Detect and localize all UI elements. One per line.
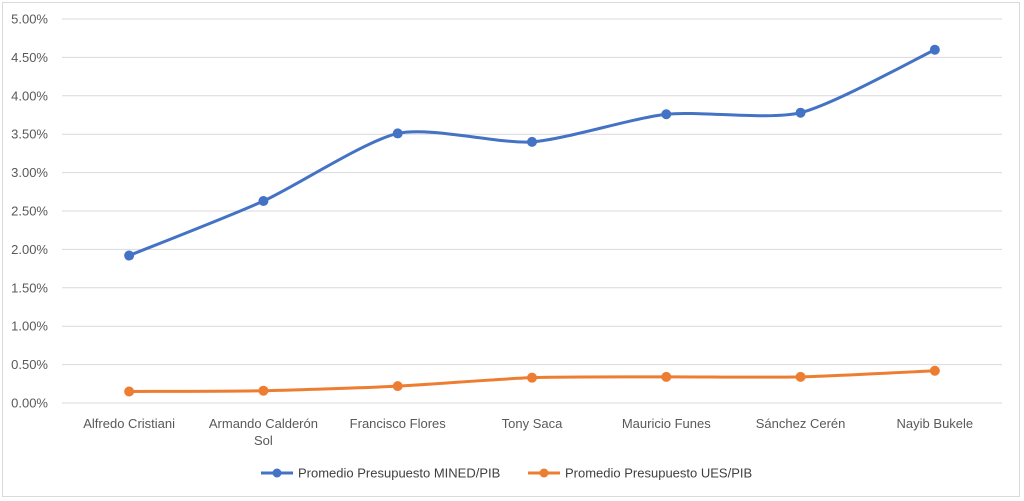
data-point <box>393 382 402 391</box>
y-axis-tick-labels: 0.00% 0.50% 1.00% 1.50% 2.00% 2.50% 3.00% 3.50%… <box>11 12 48 411</box>
x-tick-label: Alfredo Cristiani <box>83 416 175 431</box>
x-tick-label-line: Francisco Flores <box>350 416 447 431</box>
x-tick-label-line: Sol <box>254 433 273 448</box>
legend-marker <box>540 469 549 478</box>
data-point <box>662 372 671 381</box>
data-point <box>662 110 671 119</box>
legend-item: Promedio Presupuesto UES/PIB <box>528 466 752 481</box>
legend-item: Promedio Presupuesto MINED/PIB <box>261 466 500 481</box>
series-line <box>129 50 935 256</box>
legend-label: Promedio Presupuesto UES/PIB <box>565 466 752 481</box>
x-axis-tick-labels: Alfredo Cristiani Armando Calderón Sol Fran… <box>83 416 973 448</box>
data-point <box>930 45 939 54</box>
data-point <box>528 137 537 146</box>
y-tick-label: 2.00% <box>11 242 48 257</box>
x-tick-label-line: Nayib Bukele <box>897 416 974 431</box>
data-point <box>393 129 402 138</box>
y-tick-label: 5.00% <box>11 12 48 27</box>
series-layer <box>125 45 940 396</box>
data-point <box>259 386 268 395</box>
data-point <box>528 373 537 382</box>
legend: Promedio Presupuesto MINED/PIB Promedio P… <box>261 466 752 481</box>
data-point <box>125 251 134 260</box>
y-tick-label: 4.50% <box>11 50 48 65</box>
y-tick-label: 0.50% <box>11 357 48 372</box>
x-tick-label: Armando Calderón Sol <box>209 416 318 448</box>
data-point <box>796 108 805 117</box>
x-tick-label: Tony Saca <box>502 416 563 431</box>
y-tick-label: 3.00% <box>11 165 48 180</box>
data-point <box>259 197 268 206</box>
series-2 <box>125 366 940 396</box>
x-tick-label-line: Sánchez Cerén <box>756 416 846 431</box>
x-tick-label-line: Mauricio Funes <box>622 416 711 431</box>
x-tick-label: Sánchez Cerén <box>756 416 846 431</box>
x-tick-label: Francisco Flores <box>350 416 447 431</box>
x-tick-label-line: Tony Saca <box>502 416 563 431</box>
series-1 <box>125 45 940 260</box>
data-point <box>930 366 939 375</box>
y-tick-label: 1.50% <box>11 280 48 295</box>
legend-marker <box>273 469 282 478</box>
y-tick-label: 4.00% <box>11 88 48 103</box>
x-tick-label: Nayib Bukele <box>897 416 974 431</box>
x-tick-label: Mauricio Funes <box>622 416 711 431</box>
y-tick-label: 1.00% <box>11 319 48 334</box>
data-point <box>125 387 134 396</box>
gridlines <box>62 19 1002 403</box>
y-tick-label: 2.50% <box>11 204 48 219</box>
legend-label: Promedio Presupuesto MINED/PIB <box>298 466 500 481</box>
y-tick-label: 0.00% <box>11 396 48 411</box>
y-tick-label: 3.50% <box>11 127 48 142</box>
x-tick-label-line: Armando Calderón <box>209 416 318 431</box>
data-point <box>796 372 805 381</box>
x-tick-label-line: Alfredo Cristiani <box>83 416 175 431</box>
